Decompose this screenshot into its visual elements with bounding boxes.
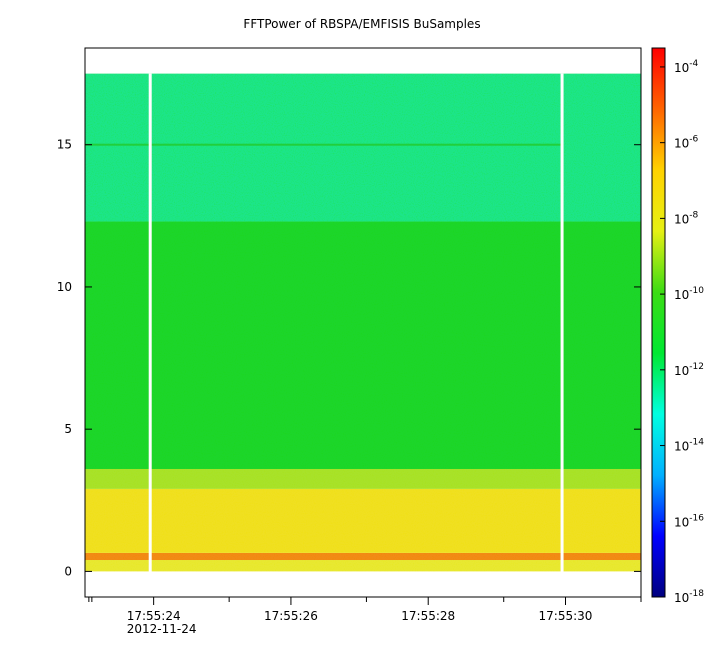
plot-area <box>85 73 641 573</box>
y-tick-label: 5 <box>64 422 72 436</box>
colorbar-tick-label: 10-16 <box>674 513 704 529</box>
x-tick-date: 2012-11-24 <box>127 622 197 636</box>
colorbar-tick-label: 10-8 <box>674 210 699 226</box>
y-tick-label: 10 <box>57 280 72 294</box>
line-feature <box>85 143 563 146</box>
colorbar-gradient <box>651 47 666 598</box>
colorbar-tick-label: 10-12 <box>674 362 704 378</box>
colorbar-tick-label: 10-18 <box>674 589 704 605</box>
chart-title: FFTPower of RBSPA/EMFISIS BuSamples <box>243 17 481 31</box>
colorbar-tick-label: 10-6 <box>674 135 699 151</box>
x-tick-label: 17:55:24 <box>127 609 181 623</box>
x-tick-label: 17:55:26 <box>264 609 318 623</box>
power-band-4 <box>85 221 641 469</box>
x-tick-label: 17:55:28 <box>401 609 455 623</box>
data-gap-0 <box>148 73 152 573</box>
y-tick-label: 0 <box>64 564 72 578</box>
colorbar: 10-4 10-6 10-8 10-10 10-12 10-14 10-16 10-18 <box>651 47 704 605</box>
colorbar-tick-label: 10-10 <box>674 286 704 302</box>
power-band-0 <box>85 560 641 572</box>
y-tick-label: 15 <box>57 138 72 152</box>
data-gap-1 <box>560 73 564 573</box>
power-band-1 <box>85 552 641 561</box>
spectrogram-field <box>85 73 641 572</box>
power-band-5 <box>85 73 641 222</box>
y-axis: 0 5 10 15 <box>57 138 641 578</box>
power-band-3 <box>85 468 641 489</box>
plot-frame <box>84 47 642 598</box>
colorbar-tick-label: 10-4 <box>674 59 699 75</box>
x-tick-label: 17:55:30 <box>539 609 593 623</box>
power-band-2 <box>85 488 641 553</box>
colorbar-tick-label: 10-14 <box>674 438 704 454</box>
